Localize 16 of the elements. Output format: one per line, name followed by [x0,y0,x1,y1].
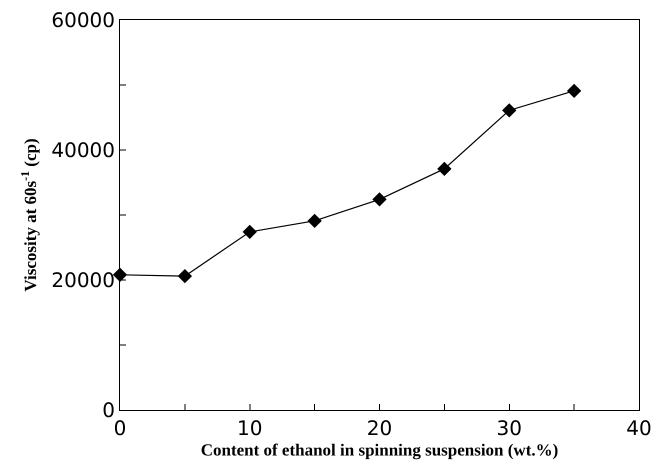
point [502,103,516,118]
x-tick-label: 40 [626,416,652,440]
y-tick-label: 40000 [51,138,115,162]
x-tick-label: 20 [366,416,392,440]
x-axis-title: Content of ethanol in spinning suspension (wt.%) [200,440,558,460]
point [307,214,322,228]
x-tick-label: 30 [496,416,522,440]
y-tick-label: 20000 [51,268,115,292]
x-tick-label: 10 [237,416,262,440]
point [437,162,452,176]
point [566,84,582,98]
y-tick-label: 0 [102,398,115,422]
point [372,192,387,207]
point [178,268,192,284]
y-tick-label: 60000 [51,8,115,32]
point [242,224,257,240]
